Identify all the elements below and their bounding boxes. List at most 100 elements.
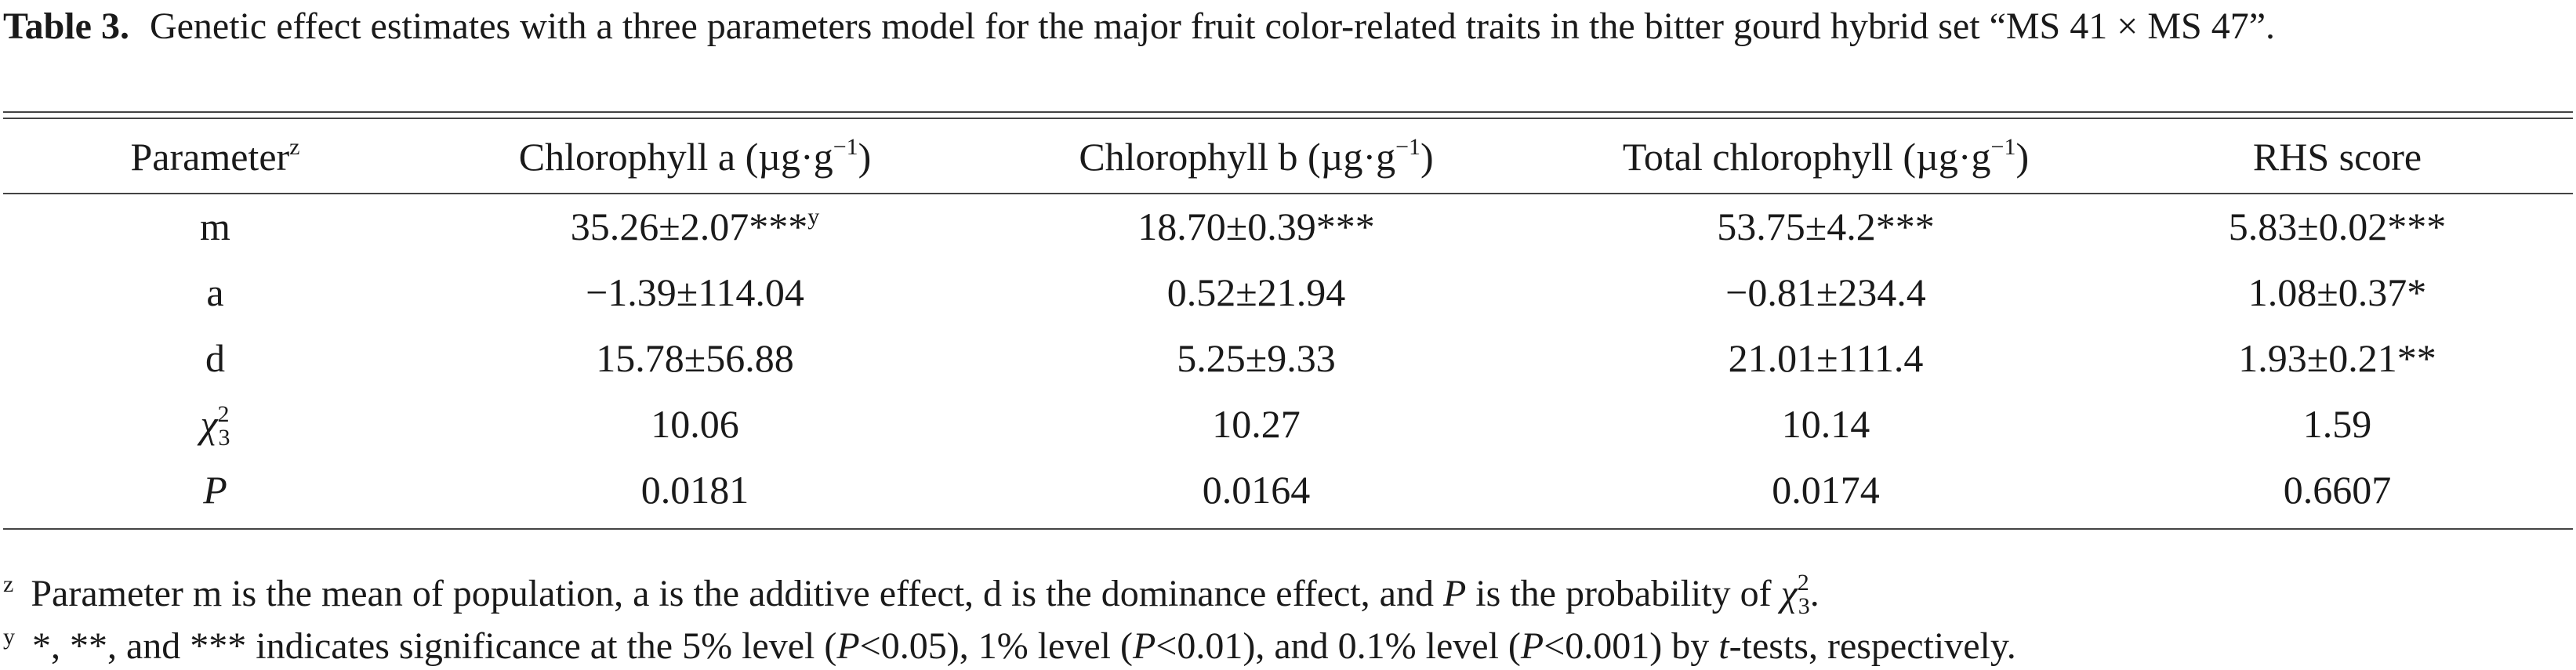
table-cell: 53.75±4.2***	[1550, 194, 2102, 259]
header-cell: Parameterz	[3, 119, 427, 194]
table-cell: 35.26±2.07***y	[427, 194, 963, 259]
table-cell: −0.81±234.4	[1550, 259, 2102, 325]
top-rule	[3, 118, 2573, 119]
footnote-text: -tests, respectively.	[1729, 625, 2016, 667]
superscript: −1	[1990, 133, 2016, 160]
table-cell: 1.93±0.21**	[2102, 325, 2573, 391]
cell-text: 0.0181	[640, 468, 749, 512]
cell-text: 18.70±0.39***	[1137, 205, 1375, 248]
table-cell: 10.06	[427, 391, 963, 457]
table-cell: 0.6607	[2102, 457, 2573, 523]
table-cell: 18.70±0.39***	[963, 194, 1550, 259]
row-label: d	[3, 325, 427, 391]
table-cell: 5.83±0.02***	[2102, 194, 2573, 259]
table-cell: 0.0181	[427, 457, 963, 523]
cell-text: 53.75±4.2***	[1717, 205, 1935, 248]
footnote-text: <0.001) by	[1544, 625, 1719, 667]
footnote-text: <0.01), and 0.1% level (	[1156, 625, 1521, 667]
cell-text: 15.78±56.88	[596, 336, 794, 380]
cell-text: 5.83±0.02***	[2228, 205, 2447, 248]
superscript: y	[807, 204, 820, 230]
table-row: P 0.0181 0.0164 0.0174 0.6607	[3, 457, 2573, 523]
superscript: 2	[217, 401, 230, 427]
header-rule	[3, 193, 2573, 194]
header-cell: Chlorophyll a (µg·g−1)	[427, 119, 963, 194]
cell-text: a	[206, 270, 224, 314]
row-label: a	[3, 259, 427, 325]
cell-text: Parameter	[130, 134, 290, 179]
table-cell: 10.14	[1550, 391, 2102, 457]
superscript: −1	[1395, 133, 1421, 160]
cell-text: Total chlorophyll (µg·g	[1622, 134, 1991, 179]
footnote-text: P	[1442, 573, 1467, 614]
data-table: Parameterz Chlorophyll a (µg·g−1) Chloroph…	[3, 119, 2573, 523]
cell-text: 0.0164	[1202, 468, 1311, 512]
cell-text: Chlorophyll b (µg·g	[1079, 134, 1396, 179]
caption-label: Table 3.	[3, 5, 129, 47]
footnote-text: *, **, and *** indicates significance at…	[32, 625, 837, 667]
cell-text: 35.26±2.07***	[570, 205, 808, 248]
table-cell: −1.39±114.04	[427, 259, 963, 325]
table-cell: 0.52±21.94	[963, 259, 1550, 325]
cell-text: 0.6607	[2283, 468, 2392, 512]
bottom-rule	[3, 528, 2573, 530]
row-label: P	[3, 457, 427, 523]
cell-text: 21.01±111.4	[1728, 336, 1924, 380]
footnote-text: P	[836, 625, 860, 667]
footnote-text: χ	[1780, 573, 1798, 614]
footnote-text: t	[1718, 625, 1729, 667]
header-row: Parameterz Chlorophyll a (µg·g−1) Chloroph…	[3, 119, 2573, 194]
footnote: z Parameter m is the mean of population, …	[3, 561, 1820, 619]
cell-text: χ	[200, 402, 218, 446]
superscript: 2	[1797, 570, 1809, 596]
footnote-text: Parameter m is the mean of population, a…	[31, 573, 1443, 614]
header-cell: Total chlorophyll (µg·g−1)	[1550, 119, 2102, 194]
table-cell: 0.0174	[1550, 457, 2102, 523]
cell-text: 10.14	[1781, 402, 1870, 446]
cell-text: 10.27	[1212, 402, 1301, 446]
table-cell: 1.59	[2102, 391, 2573, 457]
cell-text: )	[1420, 134, 1434, 179]
cell-text: )	[2015, 134, 2030, 179]
cell-text: m	[200, 205, 230, 248]
header-cell: RHS score	[2102, 119, 2573, 194]
footnote-text: P	[1520, 625, 1544, 667]
cell-text: Chlorophyll a (µg·g	[518, 134, 833, 179]
cell-text: 1.59	[2302, 402, 2372, 446]
subscript: 3	[1798, 593, 1810, 619]
footnote: y *, **, and *** indicates significance a…	[3, 614, 2016, 670]
table-cell: 5.25±9.33	[963, 325, 1550, 391]
cell-text: 10.06	[651, 402, 739, 446]
superscript: −1	[833, 133, 858, 160]
cell-text: −1.39±114.04	[586, 270, 804, 314]
subscript: 3	[218, 425, 230, 451]
table-row: m 35.26±2.07***y 18.70±0.39*** 53.75±4.2***…	[3, 194, 2573, 259]
cell-text: P	[203, 468, 227, 512]
cell-text: 1.08±0.37*	[2248, 270, 2427, 314]
cell-text: 1.93±0.21**	[2238, 336, 2436, 380]
table-cell: 0.0164	[963, 457, 1550, 523]
table-cell: 10.27	[963, 391, 1550, 457]
header-cell: Chlorophyll b (µg·g−1)	[963, 119, 1550, 194]
table-row: d 15.78±56.88 5.25±9.33 21.01±111.4 1.93±0.2…	[3, 325, 2573, 391]
footnote-text: is the probability of	[1466, 573, 1781, 614]
row-label: χ23	[3, 391, 427, 457]
table-cell: 15.78±56.88	[427, 325, 963, 391]
footnote-text: P	[1132, 625, 1156, 667]
cell-text: d	[205, 336, 225, 380]
cell-text: −0.81±234.4	[1725, 270, 1926, 314]
cell-text: 0.0174	[1772, 468, 1880, 512]
cell-text: 0.52±21.94	[1166, 270, 1346, 314]
footnote-mark: y	[3, 624, 15, 650]
top-rule	[3, 111, 2573, 113]
cell-text: RHS score	[2252, 134, 2422, 179]
footnote-text: .	[1809, 573, 1820, 614]
table-cell: 1.08±0.37*	[2102, 259, 2573, 325]
table-row: a −1.39±114.04 0.52±21.94 −0.81±234.4 1.08±0…	[3, 259, 2573, 325]
table-caption: Table 3. Genetic effect estimates with a …	[3, 0, 2567, 53]
footnote-text: <0.05), 1% level (	[859, 625, 1133, 667]
table-row: χ23 10.06 10.27 10.14 1.59	[3, 391, 2573, 457]
superscript: z	[289, 133, 300, 160]
cell-text: )	[858, 134, 872, 179]
